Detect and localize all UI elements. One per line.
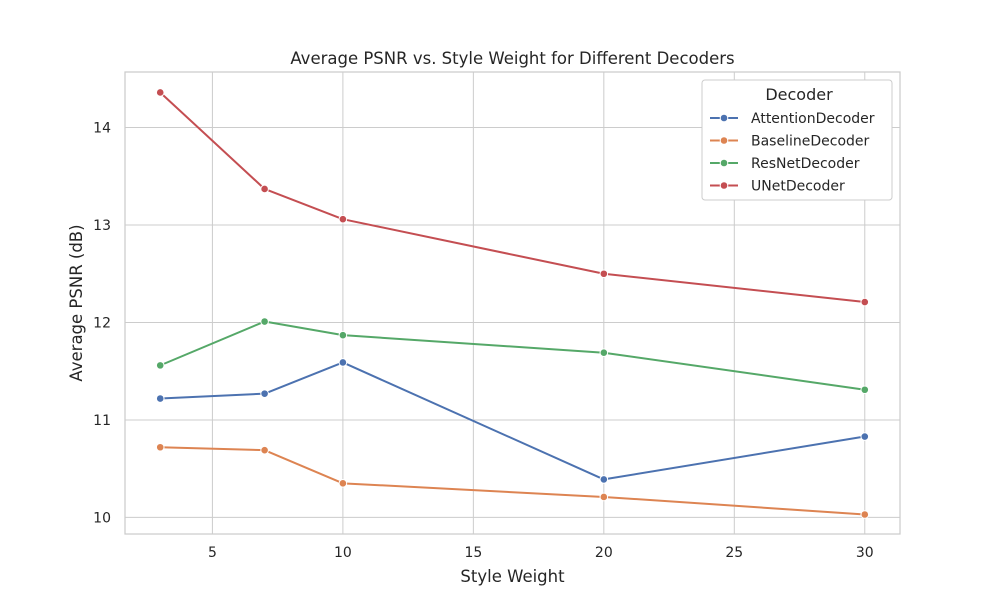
legend-title: Decoder (765, 85, 833, 104)
y-tick-label: 14 (93, 121, 111, 137)
y-tick-label: 10 (93, 510, 111, 526)
y-tick-label: 12 (93, 315, 111, 331)
series-AttentionDecoder (155, 358, 870, 484)
data-point (599, 348, 609, 358)
data-point (155, 88, 165, 97)
legend-swatch-marker (719, 181, 729, 190)
x-tick-label: 5 (208, 545, 217, 561)
data-point (155, 442, 165, 452)
series-UNetDecoder (155, 88, 870, 307)
data-point (860, 510, 870, 519)
x-axis-label: Style Weight (460, 567, 565, 586)
chart-title: Average PSNR vs. Style Weight for Differ… (290, 49, 734, 68)
data-point (260, 445, 269, 455)
series-line (159, 361, 866, 481)
series-layer (155, 88, 870, 519)
legend: Decoder AttentionDecoder BaselineDecoder R… (701, 79, 893, 201)
data-point (599, 475, 609, 484)
data-point (338, 214, 348, 224)
legend-item: UNetDecoder (710, 179, 845, 195)
data-point (155, 394, 165, 403)
legend-label: AttentionDecoder (751, 111, 875, 127)
legend-item: AttentionDecoder (710, 111, 875, 127)
legend-swatch-marker (719, 158, 729, 168)
data-point (260, 184, 269, 194)
x-tick-label: 25 (725, 545, 743, 561)
data-point (155, 361, 165, 370)
x-axis-ticks: 5 10 15 20 25 30 (208, 545, 874, 561)
x-tick-label: 20 (595, 545, 613, 561)
data-point (860, 432, 870, 441)
legend-box (701, 79, 893, 201)
y-axis-ticks: 10 11 12 13 14 (93, 121, 111, 527)
data-point (338, 358, 348, 367)
x-tick-label: 30 (856, 545, 874, 561)
data-point (338, 479, 348, 488)
series-ResNetDecoder (155, 317, 870, 395)
legend-swatch-marker (719, 136, 729, 145)
x-tick-label: 15 (464, 545, 482, 561)
data-point (860, 297, 870, 307)
legend-swatch-marker (719, 113, 729, 123)
legend-label: UNetDecoder (751, 179, 845, 195)
series-line (159, 446, 866, 516)
data-point (599, 492, 609, 502)
legend-item: BaselineDecoder (710, 134, 870, 150)
data-point (599, 269, 609, 279)
x-tick-label: 10 (334, 545, 352, 561)
data-point (338, 330, 348, 340)
data-point (860, 385, 870, 395)
data-point (260, 317, 269, 326)
legend-label: ResNetDecoder (751, 156, 860, 172)
plot-area-frame (124, 71, 901, 535)
legend-items: AttentionDecoder BaselineDecoder ResNetDec… (710, 111, 875, 195)
series-line (159, 320, 866, 391)
data-point (260, 389, 269, 398)
legend-item: ResNetDecoder (710, 156, 860, 172)
y-axis-label: Average PSNR (dB) (67, 224, 86, 381)
y-tick-label: 13 (93, 218, 111, 234)
series-BaselineDecoder (155, 442, 870, 519)
legend-label: BaselineDecoder (751, 134, 870, 150)
y-tick-label: 11 (93, 413, 111, 429)
